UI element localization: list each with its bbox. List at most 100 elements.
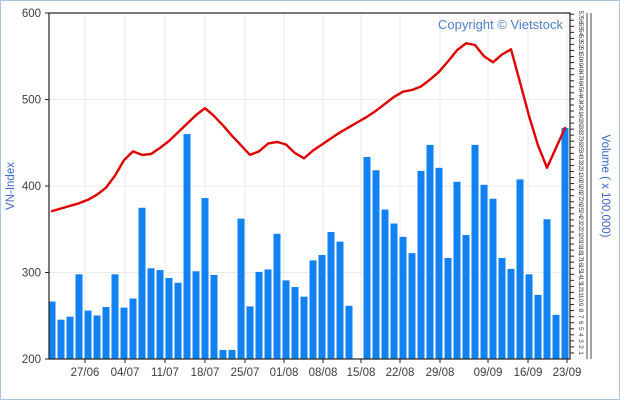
volume-bar	[426, 144, 434, 359]
y-right-tick-label: 47	[577, 71, 584, 79]
volume-bar	[165, 277, 173, 359]
volume-bar	[228, 349, 236, 359]
x-tick-label: 04/07	[111, 367, 140, 379]
y-right-tick-label: 14	[577, 271, 584, 279]
volume-bar	[399, 236, 407, 359]
volume-bar	[327, 231, 335, 359]
y-right-tick-label: 27	[577, 192, 584, 200]
volume-bar	[93, 315, 101, 359]
x-tick-label: 22/08	[386, 367, 415, 379]
y-left-tick-label: 600	[22, 8, 41, 20]
volume-bar	[156, 270, 164, 359]
x-tick-label: 09/09	[474, 367, 503, 379]
y-right-tick-label: 37	[577, 132, 584, 140]
volume-bar	[480, 184, 488, 359]
x-tick-label: 15/08	[347, 367, 376, 379]
y-right-tick-label: 57	[577, 11, 584, 19]
y-right-tick-label: 51	[577, 47, 584, 55]
volume-bar	[129, 298, 137, 359]
volume-bar	[318, 254, 326, 359]
y-right-tick-label: 35	[577, 144, 584, 152]
y-right-tick-label: 25	[577, 204, 584, 212]
volume-bar	[516, 179, 524, 359]
volume-bar	[237, 218, 245, 359]
volume-bar	[336, 241, 344, 359]
volume-bar	[363, 156, 371, 359]
volume-bar	[408, 253, 416, 359]
y-right-tick-label: 16	[577, 259, 584, 267]
y-right-tick-label: 13	[577, 277, 584, 285]
x-tick-label: 08/08	[309, 367, 338, 379]
y-right-tick-label: 41	[577, 107, 584, 115]
y-right-tick-label: 10	[577, 295, 584, 303]
volume-bar	[111, 274, 119, 359]
volume-bar	[273, 233, 281, 359]
volume-bar	[201, 198, 209, 359]
x-tick-label: 25/07	[231, 367, 260, 379]
x-tick-label: 23/09	[553, 367, 582, 379]
volume-bar	[147, 268, 155, 359]
y-right-tick-label: 55	[577, 23, 584, 31]
y-right-tick-label: 24	[577, 210, 584, 218]
y-right-tick-label: 33	[577, 156, 584, 164]
volume-bar	[138, 207, 146, 359]
volume-bar	[174, 282, 182, 359]
volume-bar	[525, 274, 533, 359]
y-right-tick-label: 7	[577, 315, 584, 319]
y-right-tick-label: 21	[577, 228, 584, 236]
vnindex-line	[50, 42, 567, 213]
y-right-tick-label: 11	[577, 289, 584, 296]
volume-bar	[255, 271, 263, 359]
volume-bar	[120, 307, 128, 359]
volume-bar	[381, 209, 389, 359]
volume-bar	[444, 257, 452, 359]
y-right-tick-label: 49	[577, 59, 584, 67]
y-right-tick-label: 4	[577, 333, 584, 337]
volume-bar	[219, 349, 227, 359]
volume-bar	[345, 305, 353, 359]
volume-bar	[462, 234, 470, 359]
volume-bar	[372, 170, 380, 359]
volume-bar	[453, 181, 461, 359]
volume-bar	[66, 316, 74, 359]
y-right-tick-label: 6	[577, 321, 584, 325]
y-right-tick-label: 53	[577, 35, 584, 43]
y-right-tick-label: 44	[577, 89, 584, 97]
y-left-tick-label: 400	[22, 181, 41, 193]
volume-bar	[309, 260, 317, 359]
y-right-tick-label: 56	[577, 17, 584, 25]
volume-bar	[552, 314, 560, 359]
x-tick-label: 01/08	[270, 367, 299, 379]
y-right-tick-label: 3	[577, 339, 584, 343]
y-right-tick-label: 15	[577, 265, 584, 273]
y-right-tick-label: 17	[577, 253, 584, 261]
volume-bar	[390, 223, 398, 359]
x-tick-label: 18/07	[191, 367, 220, 379]
x-tick-label: 27/06	[71, 367, 100, 379]
volume-bar	[75, 274, 83, 359]
y-right-tick-label: 9	[577, 303, 584, 307]
volume-bar	[48, 301, 56, 359]
y-left-tick-label: 200	[22, 354, 41, 366]
y-right-tick-label: 52	[577, 41, 584, 49]
y-right-tick-label: 28	[577, 186, 584, 194]
y-right-tick-label: 42	[577, 101, 584, 109]
volume-bar	[300, 296, 308, 359]
y-right-tick-label: 38	[577, 125, 584, 133]
volume-bar	[183, 133, 191, 359]
volume-bar	[282, 280, 290, 359]
y-right-tick-label: 1	[577, 351, 584, 355]
volume-bar	[192, 271, 200, 359]
volume-bar	[264, 269, 272, 359]
x-tick-label: 29/08	[426, 367, 455, 379]
y-right-tick-label: 40	[577, 113, 584, 121]
y-right-tick-label: 2	[577, 345, 584, 349]
volume-bar	[534, 294, 542, 359]
volume-bar	[543, 219, 551, 359]
y-right-tick-label: 46	[577, 77, 584, 85]
y-right-tick-label: 20	[577, 234, 584, 242]
volume-bar	[435, 167, 443, 359]
y-left-tick-label: 500	[22, 95, 41, 107]
y-right-tick-label: 39	[577, 119, 584, 127]
volume-bar	[84, 310, 92, 359]
